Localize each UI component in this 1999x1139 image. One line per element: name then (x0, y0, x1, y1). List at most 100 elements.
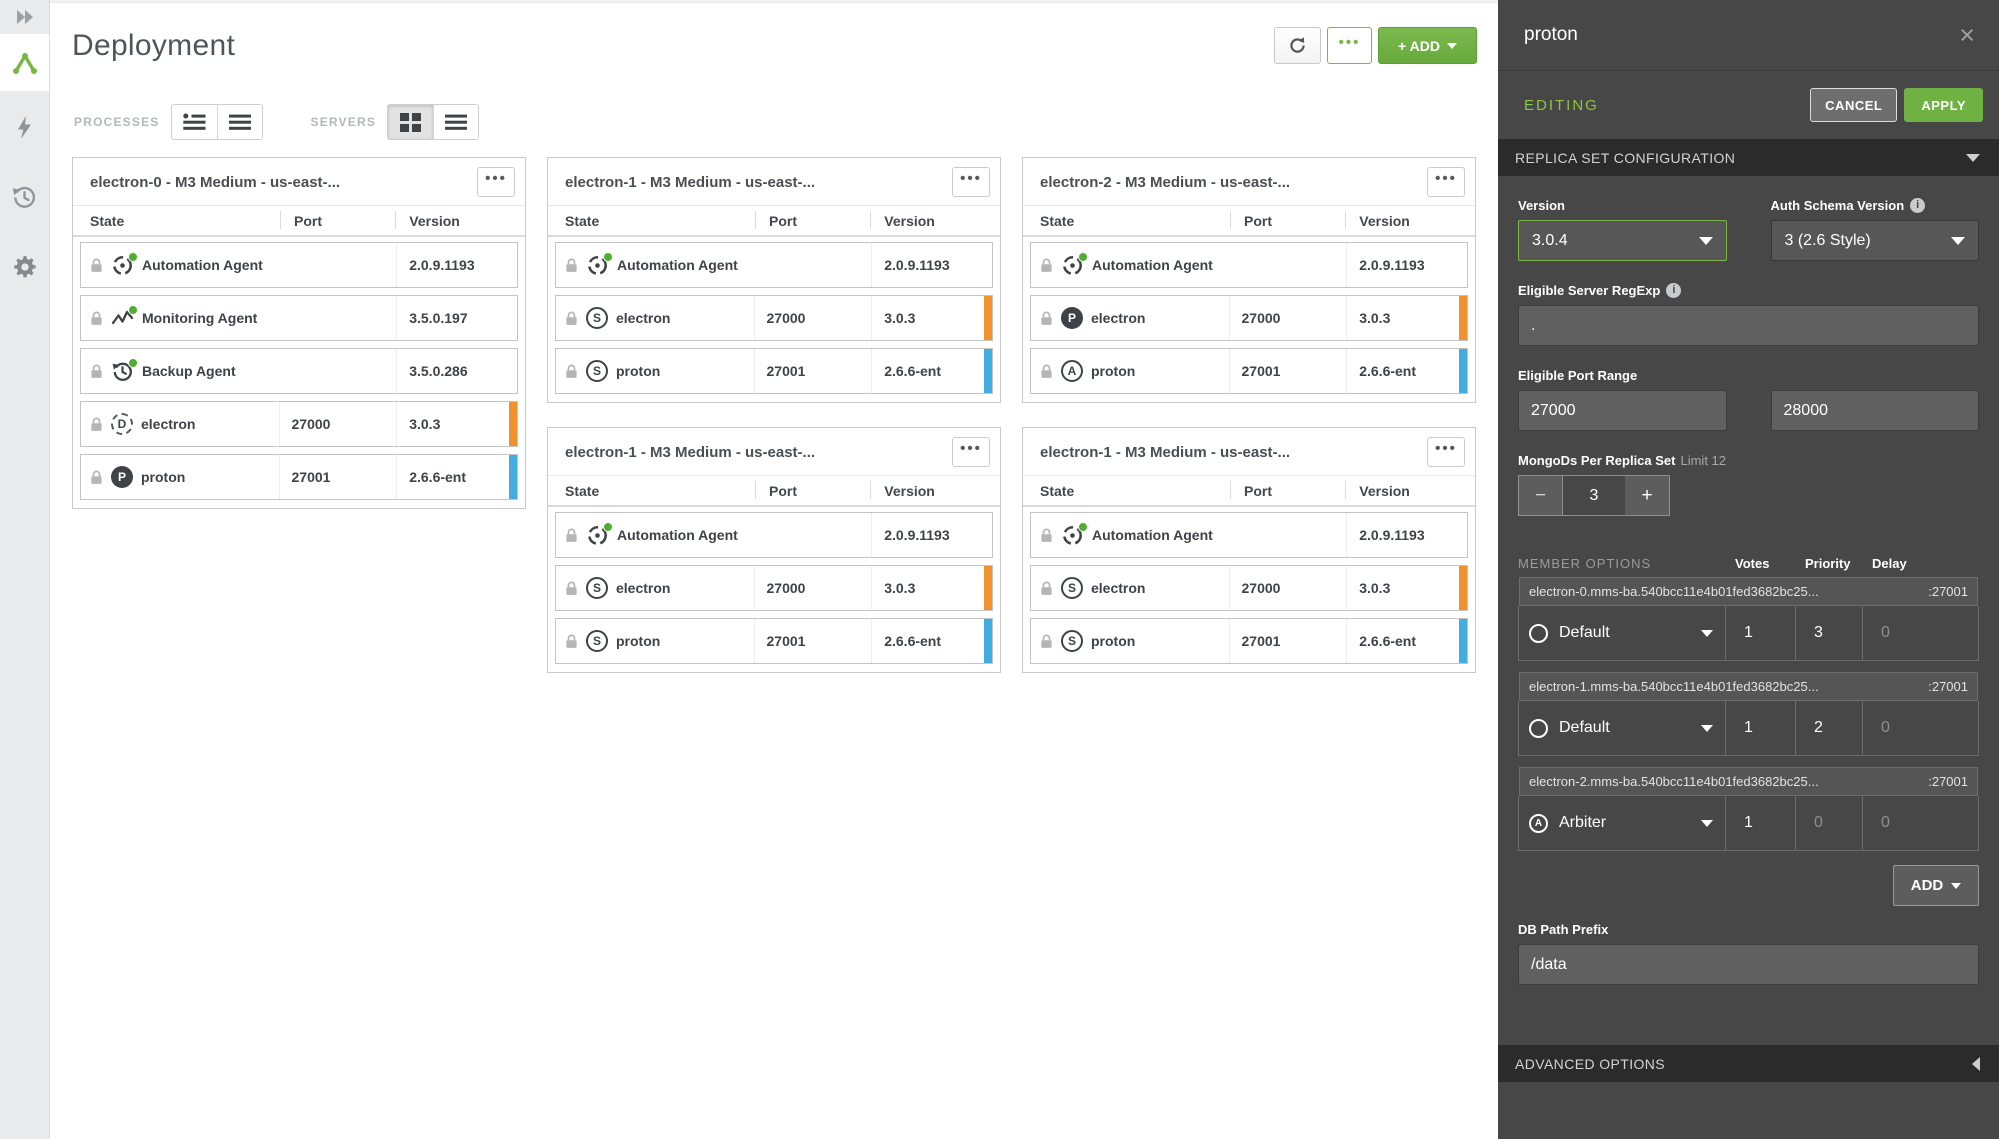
card-menu-button[interactable]: ••• (1427, 167, 1465, 197)
process-row[interactable]: electron 27000 3.0.3 (555, 295, 993, 341)
processes-topology-view-button[interactable] (171, 105, 217, 139)
member-votes-input[interactable]: 1 (1726, 796, 1796, 850)
port-range-from-input[interactable]: 27000 (1518, 390, 1727, 431)
agent-row[interactable]: Automation Agent 2.0.9.1193 (555, 512, 993, 558)
column-port: Port (1230, 481, 1345, 499)
startup-state-icon (111, 413, 133, 435)
sidebar-item-backup[interactable] (0, 179, 49, 215)
eligible-server-regexp-input[interactable]: . (1518, 305, 1979, 346)
sidebar-expand-button[interactable] (0, 0, 49, 34)
card-menu-button[interactable]: ••• (952, 167, 990, 197)
member-priority-input[interactable]: 2 (1796, 701, 1863, 755)
member-role-select[interactable]: A Arbiter (1519, 796, 1726, 850)
lock-icon (1041, 528, 1052, 542)
agent-row[interactable]: Automation Agent 2.0.9.1193 (1030, 242, 1468, 288)
process-name: electron (1091, 310, 1146, 326)
agent-row[interactable]: Automation Agent 2.0.9.1193 (1030, 512, 1468, 558)
process-version: 3.0.3 (1346, 296, 1467, 340)
member-host: electron-1.mms-ba.540bcc11e4b01fed3682bc… (1519, 672, 1978, 701)
list-icon (228, 114, 251, 130)
add-button[interactable]: + ADD (1378, 27, 1477, 64)
ellipsis-icon: ••• (1435, 170, 1457, 187)
servers-grid-view-button[interactable] (388, 105, 434, 139)
agent-row[interactable]: Automation Agent 2.0.9.1193 (555, 242, 993, 288)
process-port (1229, 243, 1347, 287)
lock-icon (91, 364, 102, 378)
member-votes-input[interactable]: 1 (1726, 606, 1796, 660)
lock-icon (566, 364, 577, 378)
process-row[interactable]: electron 27000 3.0.3 (1030, 295, 1468, 341)
member-hostname: electron-2.mms-ba.540bcc11e4b01fed3682bc… (1529, 774, 1819, 789)
replica-set-configuration-section-header[interactable]: REPLICA SET CONFIGURATION (1498, 139, 1999, 176)
member-delay-input[interactable]: 0 (1881, 624, 1890, 641)
process-name: Automation Agent (1092, 257, 1213, 273)
process-row[interactable]: proton 27001 2.6.6-ent (555, 618, 993, 664)
ellipsis-icon: ••• (960, 440, 982, 457)
gear-icon (13, 256, 36, 278)
apply-button[interactable]: APPLY (1904, 88, 1983, 122)
auth-schema-version-select[interactable]: 3 (2.6 Style) (1770, 220, 1979, 261)
process-name: proton (616, 363, 661, 379)
servers-list-view-button[interactable] (433, 105, 479, 139)
increment-button[interactable]: + (1625, 475, 1670, 516)
process-row[interactable]: proton 27001 2.6.6-ent (1030, 618, 1468, 664)
secondary-state-icon (1061, 577, 1083, 599)
section-label: REPLICA SET CONFIGURATION (1515, 149, 1736, 166)
table-header: State Port Version (1023, 206, 1475, 237)
version-change-bar (1459, 349, 1467, 393)
refresh-button[interactable] (1274, 27, 1321, 64)
member-delay-input[interactable]: 0 (1881, 814, 1890, 831)
processes-list-view-button[interactable] (216, 105, 262, 139)
cancel-button[interactable]: CANCEL (1810, 88, 1898, 122)
agent-row[interactable]: Monitoring Agent 3.5.0.197 (80, 295, 518, 341)
column-version: Version (1345, 211, 1467, 229)
process-port (279, 296, 397, 340)
close-icon[interactable]: × (1959, 19, 1975, 50)
lock-icon (566, 634, 577, 648)
add-member-button[interactable]: ADD (1893, 865, 1979, 906)
info-icon[interactable]: i (1910, 198, 1926, 213)
process-row[interactable]: proton 27001 2.6.6-ent (1030, 348, 1468, 394)
sidebar-item-admin[interactable] (0, 249, 49, 285)
db-path-prefix-input[interactable]: /data (1518, 944, 1979, 985)
replica-set-edit-panel: proton × EDITING CANCEL APPLY REPLICA SE… (1498, 0, 1999, 1139)
mongods-stepper: − 3 + (1518, 475, 1979, 516)
agent-row[interactable]: Automation Agent 2.0.9.1193 (80, 242, 518, 288)
member-hostname: electron-1.mms-ba.540bcc11e4b01fed3682bc… (1529, 679, 1819, 694)
more-actions-button[interactable]: ••• (1327, 27, 1372, 64)
member-priority-input[interactable]: 3 (1796, 606, 1863, 660)
version-select[interactable]: 3.0.4 (1518, 220, 1727, 261)
process-port (754, 243, 872, 287)
process-port (1229, 513, 1347, 557)
member-options-label: MEMBER OPTIONS (1518, 556, 1652, 571)
process-row[interactable]: electron 27000 3.0.3 (555, 565, 993, 611)
member-role-select[interactable]: Default (1519, 606, 1726, 660)
monitoring-agent-icon (111, 304, 138, 330)
process-row[interactable]: electron 27000 3.0.3 (80, 401, 518, 447)
card-menu-button[interactable]: ••• (1427, 437, 1465, 467)
member-priority-input[interactable]: 0 (1796, 796, 1863, 850)
info-icon[interactable]: i (1666, 283, 1682, 298)
decrement-button[interactable]: − (1518, 475, 1563, 516)
port-range-to-input[interactable]: 28000 (1770, 390, 1979, 431)
member-votes-input[interactable]: 1 (1726, 701, 1796, 755)
agent-row[interactable]: Backup Agent 3.5.0.286 (80, 348, 518, 394)
version-change-bar (984, 296, 992, 340)
process-row[interactable]: proton 27001 2.6.6-ent (80, 454, 518, 500)
member-delay-input[interactable]: 0 (1881, 719, 1890, 736)
secondary-state-icon (586, 360, 608, 382)
column-port: Port (755, 481, 870, 499)
process-version: 2.6.6-ent (871, 349, 992, 393)
advanced-options-section-header[interactable]: ADVANCED OPTIONS (1498, 1045, 1999, 1082)
server-card: electron-1 - M3 Medium - us-east-... •••… (547, 157, 1001, 403)
member-role-select[interactable]: Default (1519, 701, 1726, 755)
secondary-state-icon (586, 630, 608, 652)
sidebar-item-deployment[interactable] (0, 34, 49, 91)
process-name: electron (141, 416, 196, 432)
sidebar-item-activity[interactable] (0, 109, 49, 145)
card-menu-button[interactable]: ••• (952, 437, 990, 467)
process-row[interactable]: electron 27000 3.0.3 (1030, 565, 1468, 611)
process-row[interactable]: proton 27001 2.6.6-ent (555, 348, 993, 394)
card-menu-button[interactable]: ••• (477, 167, 515, 197)
column-state: State (1040, 483, 1075, 499)
